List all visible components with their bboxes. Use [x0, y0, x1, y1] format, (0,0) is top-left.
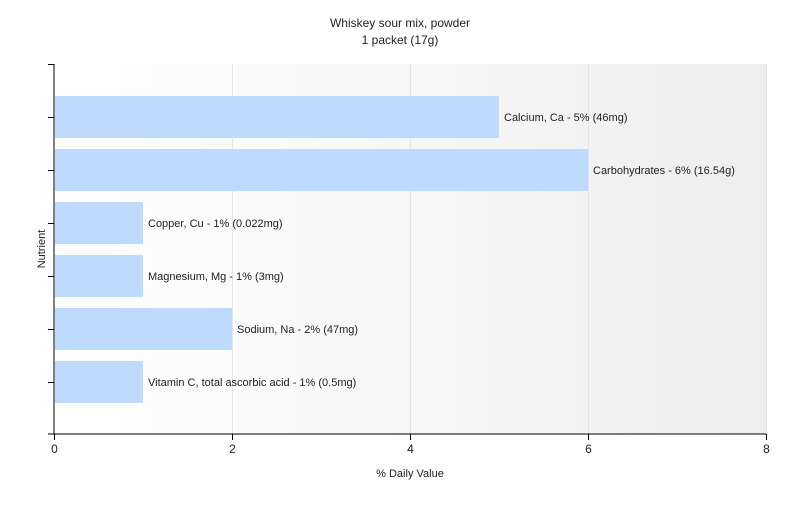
bar-copper-cu: [55, 202, 143, 244]
bar-sodium-na: [55, 308, 232, 350]
bar-labels: Calcium, Ca - 5% (46mg) Carbohydrates - 6…: [148, 112, 735, 389]
bar-calcium-ca: [55, 96, 499, 138]
x-tick-label: 2: [229, 442, 236, 456]
x-tick-label: 8: [763, 442, 770, 456]
bar-magnesium-mg: [55, 255, 143, 297]
chart-title: Whiskey sour mix, powder: [330, 16, 470, 30]
bars: [55, 96, 588, 403]
bar-label: Magnesium, Mg - 1% (3mg): [148, 271, 284, 283]
x-tick-label: 6: [585, 442, 592, 456]
bar-label: Sodium, Na - 2% (47mg): [237, 324, 358, 336]
y-axis-title: Nutrient: [36, 230, 48, 269]
bar-label: Carbohydrates - 6% (16.54g): [593, 165, 735, 177]
y-axis-ticks: [48, 64, 54, 435]
x-tick-label: 0: [51, 442, 58, 456]
x-axis-ticks: 0 2 4 6 8: [51, 434, 770, 456]
bar-carbohydrates: [55, 149, 588, 191]
bar-label: Calcium, Ca - 5% (46mg): [504, 112, 627, 124]
bar-label: Vitamin C, total ascorbic acid - 1% (0.5…: [148, 377, 356, 389]
x-axis-title: % Daily Value: [376, 468, 444, 480]
chart-subtitle: 1 packet (17g): [362, 33, 439, 47]
x-tick-label: 4: [407, 442, 414, 456]
bar-vitamin-c-total-ascorbic-acid: [55, 361, 143, 403]
bar-label: Copper, Cu - 1% (0.022mg): [148, 218, 283, 230]
